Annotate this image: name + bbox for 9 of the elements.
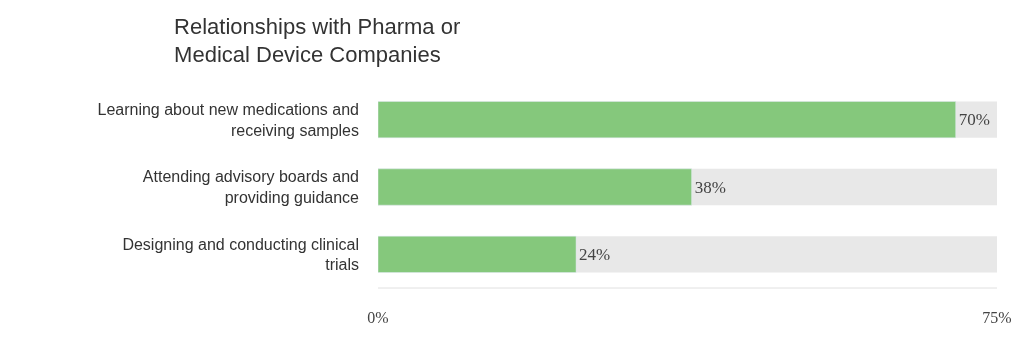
x-tick-label: 75% — [982, 309, 1012, 326]
y-tick-label: Learning about new medications and receiving samples — [97, 100, 359, 139]
data-label: 70% — [958, 110, 990, 130]
y-tick-label: Designing and conducting clinical trials — [122, 235, 359, 274]
chart-title: Relationships with Pharma or Medical Device Companies — [174, 13, 461, 68]
x-tick-label: 0% — [367, 309, 389, 326]
data-label: 24% — [579, 244, 611, 264]
data-label: 38% — [694, 177, 726, 197]
y-tick-label: Attending advisory boards and providing guidance — [142, 168, 360, 206]
